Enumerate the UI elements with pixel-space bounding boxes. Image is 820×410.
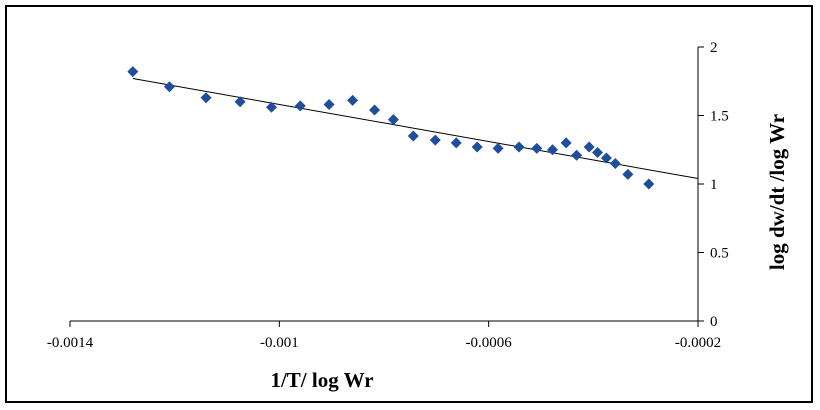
data-point: [127, 66, 139, 78]
data-point: [492, 142, 504, 154]
data-point: [234, 96, 246, 108]
y-axis-ticks: 0 0.5 1 1.5 2: [698, 40, 729, 330]
x-axis-ticks: -0.0014 -0.001 -0.0006 -0.0002: [47, 321, 721, 351]
data-point: [583, 141, 595, 153]
y-tick-label: 0.5: [710, 246, 729, 262]
data-point: [622, 168, 634, 180]
data-point: [387, 114, 399, 126]
data-point: [429, 134, 441, 146]
data-point: [265, 101, 277, 113]
data-point: [571, 149, 583, 161]
data-point: [471, 141, 483, 153]
data-point: [600, 152, 612, 164]
y-axis-title: log dw/dt /log Wr: [765, 114, 789, 270]
x-tick-label: -0.0002: [675, 335, 721, 351]
data-point: [513, 141, 525, 153]
data-point: [200, 92, 212, 104]
data-point: [609, 157, 621, 169]
x-tick-label: -0.0006: [466, 335, 513, 351]
x-tick-label: -0.001: [260, 335, 299, 351]
data-point: [450, 137, 462, 149]
y-tick-label: 0: [710, 314, 718, 330]
data-point: [592, 146, 604, 158]
chart-frame: -0.0014 -0.001 -0.0006 -0.0002 0 0.5 1 1.5 2 1/…: [5, 5, 813, 403]
data-point: [547, 144, 559, 156]
data-point: [347, 94, 359, 106]
data-point: [531, 142, 543, 154]
data-point: [323, 99, 335, 111]
scatter-chart: -0.0014 -0.001 -0.0006 -0.0002 0 0.5 1 1.5 2 1/…: [47, 40, 789, 392]
y-tick-label: 1: [710, 177, 718, 193]
data-point: [294, 100, 306, 112]
x-tick-label: -0.0014: [47, 335, 94, 351]
data-point: [407, 130, 419, 142]
data-point: [643, 178, 655, 190]
data-point: [560, 137, 572, 149]
trendline: [132, 78, 699, 180]
data-point: [163, 81, 175, 93]
y-tick-label: 2: [710, 40, 718, 56]
x-axis-title: 1/T/ log Wr: [270, 368, 373, 392]
data-point: [369, 104, 381, 116]
y-tick-label: 1.5: [710, 109, 729, 125]
data-points: [127, 66, 655, 190]
